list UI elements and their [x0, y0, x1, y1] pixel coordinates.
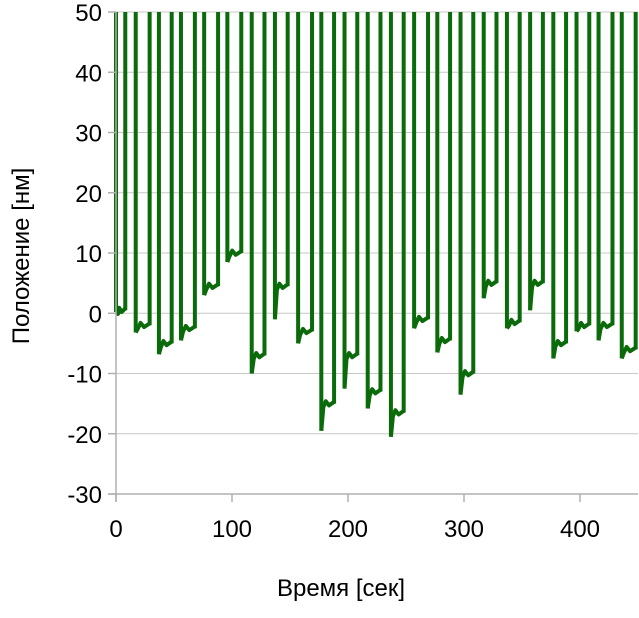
series-segment — [574, 12, 592, 333]
series-segment — [296, 12, 315, 344]
series-plateau — [156, 338, 173, 355]
y-tick-label: 30 — [75, 121, 102, 148]
series-plateau — [342, 351, 359, 389]
series-segment — [596, 12, 615, 341]
series-segment — [133, 12, 152, 334]
series-plateau — [319, 399, 336, 431]
x-axis-title: Время [сек] — [277, 575, 405, 602]
series-plateau — [505, 317, 521, 330]
series-plateau — [249, 351, 266, 374]
series-segment — [225, 12, 244, 263]
series-plateau — [296, 326, 314, 344]
series-segment — [504, 12, 522, 330]
series-plateau — [412, 314, 430, 330]
series-segment — [156, 12, 174, 355]
y-tick-label: -10 — [67, 362, 102, 389]
y-tick-label: 10 — [75, 241, 102, 268]
series-plateau — [365, 387, 382, 409]
series-segment — [481, 12, 499, 299]
series-plateau — [202, 281, 220, 296]
series-segment — [272, 12, 290, 320]
series-segment — [319, 12, 337, 431]
x-tick-label: 400 — [560, 516, 600, 543]
series-segment — [178, 12, 197, 341]
series-segment — [342, 12, 360, 389]
y-tick-label: 20 — [75, 181, 102, 208]
series-segment — [458, 12, 476, 395]
series-plateau — [435, 335, 452, 353]
series-plateau — [133, 320, 151, 334]
series-segment — [435, 12, 453, 353]
y-tick-label: -30 — [67, 482, 102, 509]
y-tick-labels: -30 -20 -10 0 10 20 30 40 50 — [67, 0, 102, 509]
y-tick-label: 0 — [89, 301, 102, 328]
y-tick-label: -20 — [67, 422, 102, 449]
series-segment — [619, 12, 638, 360]
x-tick-label: 100 — [212, 516, 252, 543]
series-segment — [412, 12, 431, 330]
x-tick-label: 0 — [109, 516, 122, 543]
series-plateau — [114, 305, 127, 316]
series-segment — [365, 12, 383, 409]
series-segment — [388, 12, 406, 437]
series-segment — [528, 12, 545, 311]
y-axis-title: Положение [нм] — [8, 168, 35, 345]
x-tick-label: 200 — [328, 516, 368, 543]
series-plateau — [596, 320, 614, 341]
axes — [108, 11, 638, 502]
series-plateau — [458, 369, 475, 395]
x-tick-label: 300 — [444, 516, 484, 543]
series-plateau — [574, 320, 591, 333]
y-tick-label: 50 — [75, 0, 102, 27]
series-segment — [202, 12, 221, 296]
series-plateau — [481, 278, 498, 299]
series-plateau — [225, 248, 243, 263]
series-segment — [551, 12, 569, 359]
series-plateau — [619, 344, 637, 360]
series-plateau — [388, 408, 405, 437]
series-plateau — [179, 323, 196, 341]
series-plateau — [551, 338, 568, 359]
series-plateau — [528, 278, 545, 311]
series-segment — [249, 12, 267, 374]
x-tick-labels: 0 100 200 300 400 — [109, 516, 600, 543]
y-tick-label: 40 — [75, 60, 102, 87]
series-plateau — [272, 281, 289, 320]
